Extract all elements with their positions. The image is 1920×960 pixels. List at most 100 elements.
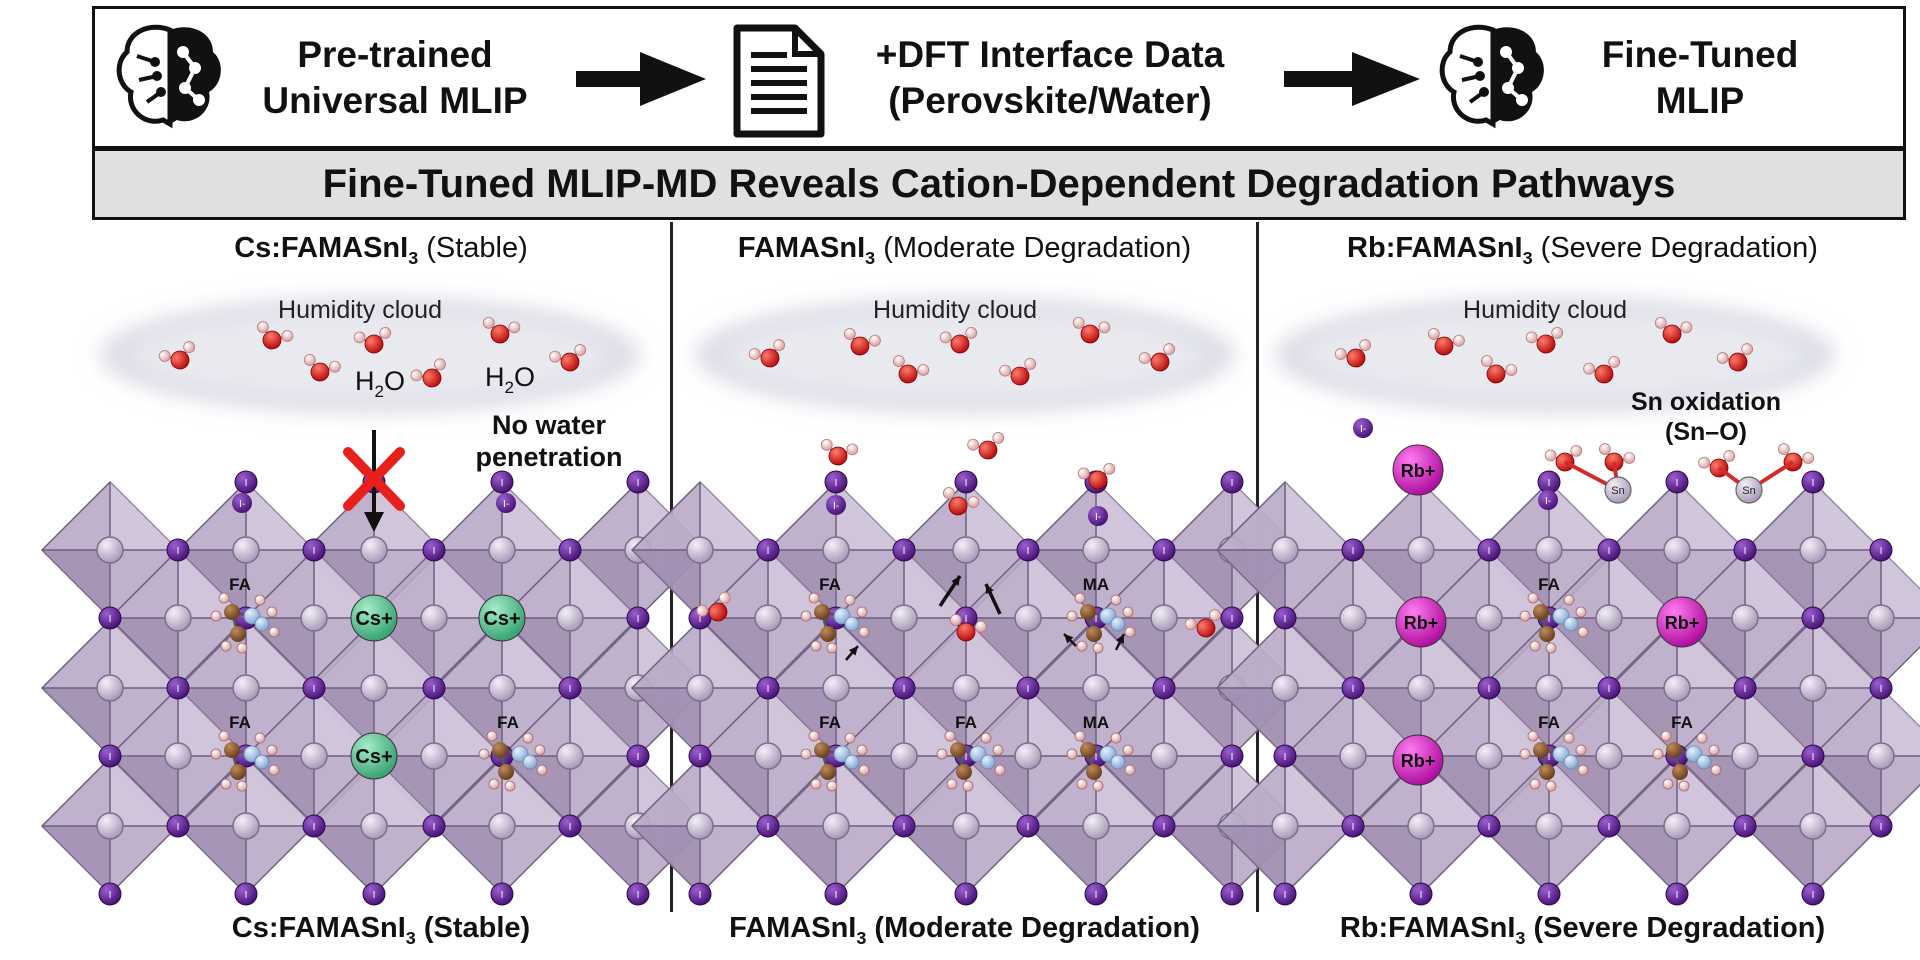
- iodine-atom: I: [1597, 538, 1621, 562]
- motion-arrow-icon: [845, 645, 859, 661]
- octahedron-face: [966, 482, 1034, 550]
- iodine-label: I: [433, 822, 436, 833]
- iodine-sphere: [1273, 744, 1297, 768]
- panel-title-rb: Rb:FAMASnI3 (Severe Degradation): [1259, 232, 1906, 269]
- oxygen-atom: [978, 440, 998, 460]
- iodine-label: I: [1284, 752, 1287, 763]
- hydrogen-atom: [1074, 730, 1086, 742]
- octahedron-face: [1881, 688, 1920, 756]
- iodine-label: I: [767, 684, 770, 695]
- hydrogen-atom: [410, 369, 423, 382]
- iodine-atom: I: [626, 606, 650, 630]
- iodine-label: I: [965, 478, 968, 489]
- hydrogen-atom: [1741, 343, 1754, 355]
- cloud-label: Humidity cloud: [1463, 296, 1627, 324]
- water-molecule: [1184, 609, 1222, 638]
- hydrogen-atom: [254, 594, 266, 606]
- hydrogen-atom: [549, 350, 562, 363]
- oxygen-atom: [760, 348, 780, 368]
- iodine-sphere: [234, 470, 258, 494]
- sn-atom: [420, 604, 448, 632]
- sn-atom: [556, 604, 584, 632]
- water-molecule: [1698, 450, 1736, 478]
- iodine-atom: I: [166, 538, 190, 562]
- iodine-sphere: [824, 470, 848, 494]
- sn-atom: [488, 674, 516, 702]
- iodine-label: I: [1608, 822, 1611, 833]
- oxygen-atom: [1346, 348, 1366, 368]
- octahedron-face: [1285, 756, 1353, 824]
- iodide-ion: I-: [1353, 418, 1373, 438]
- iodine-label: I: [1027, 684, 1030, 695]
- hydrogen-atom: [218, 592, 230, 604]
- step-dft-data: +DFT Interface Data (Perovskite/Water): [840, 32, 1260, 124]
- panel-title-formula: Rb:FAMASnI: [1347, 232, 1523, 264]
- hydrogen-atom: [1066, 610, 1078, 622]
- sn-atom: [96, 812, 124, 840]
- iodine-atom: I: [166, 814, 190, 838]
- cs-cation-sphere: [350, 732, 398, 780]
- iodine-label: I: [1352, 546, 1355, 557]
- hydrogen-atom: [1024, 358, 1037, 370]
- octahedron-face: [110, 620, 178, 688]
- hydrogen-atom: [980, 732, 992, 744]
- iodine-atom: I: [1537, 470, 1561, 494]
- hydrogen-atom: [1777, 443, 1790, 455]
- octahedron-face: [1677, 756, 1745, 824]
- hydrogen-atom: [1076, 778, 1088, 790]
- fa-molecule: FA: [478, 713, 548, 792]
- hydrogen-atom: [1427, 328, 1440, 340]
- iodine-atom: I: [1801, 744, 1825, 768]
- iodine-atom: I: [302, 676, 326, 700]
- iodine-sphere: [422, 814, 446, 838]
- sn-atom: [686, 812, 714, 840]
- hydrogen-atom: [1334, 348, 1347, 360]
- hydrogen-atom: [158, 350, 171, 362]
- iodide-label: I-: [503, 499, 509, 510]
- sn-atom: [1535, 812, 1563, 840]
- iodine-label: I: [637, 614, 640, 625]
- hydrogen-atom: [992, 744, 1004, 756]
- iodine-atom: I: [1273, 882, 1297, 906]
- water-molecule: [158, 341, 196, 370]
- iodine-sphere: [1220, 882, 1244, 906]
- iodine-atom: I: [166, 676, 190, 700]
- motion-arrow-icon: [938, 575, 962, 607]
- cross-stroke: [343, 447, 405, 511]
- iodine-sphere: [490, 470, 514, 494]
- sn-atom: [300, 604, 328, 632]
- hydrogen-atom: [353, 331, 366, 344]
- hydrogen-atom: [1710, 764, 1722, 776]
- hydrogen-atom: [478, 748, 490, 760]
- iodine-sphere: [1733, 814, 1757, 838]
- water-molecule: [1525, 326, 1564, 354]
- hydrogen-atom: [522, 732, 534, 744]
- water-molecule: [1427, 328, 1465, 356]
- iodine-atom: I: [1220, 744, 1244, 768]
- hydrogen-atom: [1660, 730, 1672, 742]
- iodine-sphere: [362, 882, 386, 906]
- octahedron-face: [1481, 826, 1549, 894]
- panel-title-note: (Severe Degradation): [1532, 232, 1818, 264]
- iodine-atom: I: [1733, 676, 1757, 700]
- water-molecule: [999, 358, 1037, 386]
- water-molecule: [410, 358, 446, 388]
- hydrogen-atom: [1563, 732, 1575, 744]
- iodine-sphere: [302, 814, 326, 838]
- octahedron-face: [1549, 620, 1617, 688]
- carbon-atom: [820, 626, 836, 642]
- water-molecule: [353, 326, 392, 354]
- panel-footer-formula: Cs:FAMASnI: [231, 912, 406, 944]
- iodine-atom: I: [490, 470, 514, 494]
- iodine-atom: I: [892, 538, 916, 562]
- octahedron-face: [1881, 550, 1920, 618]
- octahedron-face: [178, 826, 246, 894]
- iodine-atom: I: [1477, 538, 1501, 562]
- oxygen-atom: [1196, 618, 1216, 638]
- iodine-label: I: [433, 546, 436, 557]
- cloud-label: Humidity cloud: [873, 296, 1037, 324]
- iodine-label: I: [1812, 478, 1815, 489]
- octahedron-face: [246, 618, 314, 686]
- hydrogen-atom: [508, 321, 521, 334]
